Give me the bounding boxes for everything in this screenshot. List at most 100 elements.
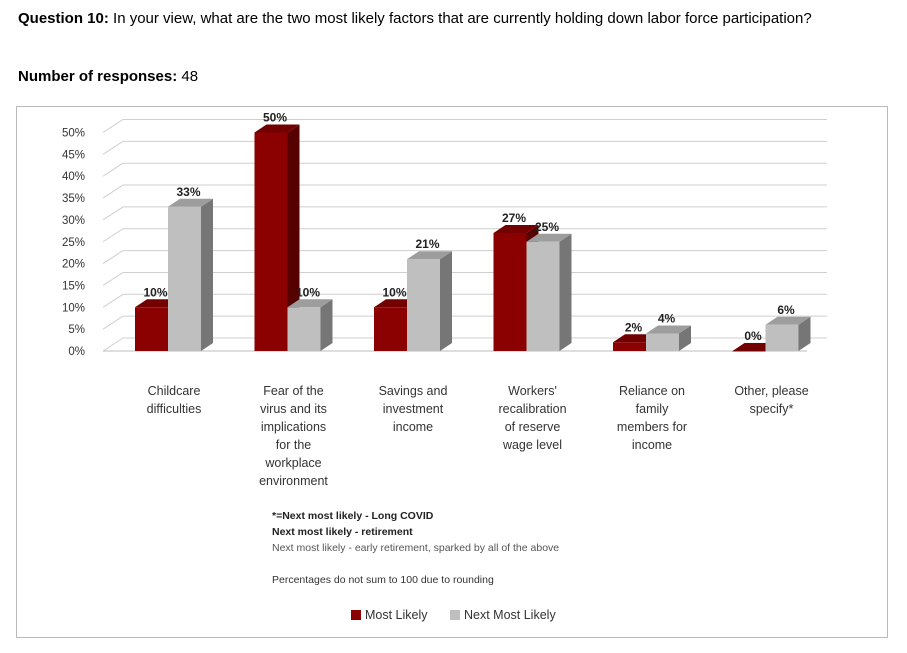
next-most-likely-bar (646, 333, 679, 351)
category-label: investment (383, 402, 444, 416)
category-label: Reliance on (619, 384, 685, 398)
footnote: Percentages do not sum to 100 due to rou… (272, 574, 494, 586)
next-most-likely-bar (526, 241, 560, 351)
next-most-likely-bar (407, 259, 440, 351)
gridline-diagonal (102, 337, 124, 352)
bars (135, 124, 811, 352)
category-label: income (393, 420, 433, 434)
most-likely-bar (732, 351, 766, 352)
gridline-diagonal (102, 250, 124, 265)
chart-frame: 0% 5% 10% 15% 20% 25% 30% 35% 40% 45% 50% 10% 33% 50… (16, 106, 888, 638)
footnote: Next most likely - early retirement, spa… (272, 542, 559, 554)
category-label: wage level (502, 438, 562, 452)
next-most-likely-data-label: 4% (658, 312, 676, 326)
next-most-likely-bar-top (168, 198, 213, 207)
most-likely-data-label: 2% (625, 320, 643, 334)
footnote: *=Next most likely - Long COVID (272, 510, 434, 522)
question-body: In your view, what are the two most like… (108, 10, 812, 27)
most-likely-data-label: 0% (744, 329, 762, 343)
category-label: Savings and (379, 384, 448, 398)
y-axis: 0% 5% 10% 15% 20% 25% 30% 35% 40% 45% 50% (62, 128, 85, 359)
next-most-likely-bar-side (201, 198, 213, 351)
next-most-likely-bar-top (526, 233, 572, 242)
most-likely-bar (135, 307, 168, 351)
category-label: environment (259, 474, 328, 488)
next-most-likely-data-label: 6% (777, 303, 795, 317)
y-tick-label: 5% (68, 324, 85, 336)
question-label: Question 10: (18, 10, 109, 27)
y-tick-label: 15% (62, 280, 85, 292)
gridline-diagonal (102, 140, 124, 155)
next-most-likely-bar-side (559, 233, 572, 351)
gridline-diagonal (102, 184, 124, 199)
category-label: Fear of the (263, 384, 323, 398)
responses-value: 48 (177, 68, 199, 85)
data-labels: 10% 33% 50% 10% 10% 21% 27% 25% 2% 4% 0% 6% (143, 111, 795, 344)
category-label: of reserve (505, 420, 561, 434)
category-label: Other, please (734, 384, 808, 398)
category-label: difficulties (147, 402, 202, 416)
question-text: Question 10: In your view, what are the … (18, 8, 878, 29)
category-label: family (636, 402, 669, 416)
next-most-likely-bar (168, 206, 201, 351)
next-most-likely-data-label: 33% (176, 185, 200, 199)
y-tick-label: 0% (68, 346, 85, 358)
most-likely-bar (374, 307, 407, 351)
most-likely-bar (613, 342, 646, 351)
most-likely-bar-top (493, 225, 539, 234)
legend-label: Next Most Likely (464, 608, 556, 622)
y-tick-label: 20% (62, 259, 85, 271)
bar-chart: 0% 5% 10% 15% 20% 25% 30% 35% 40% 45% 50% 10% 33% 50… (62, 111, 827, 622)
next-most-likely-data-label: 21% (415, 237, 439, 251)
category-label: implications (261, 420, 326, 434)
legend-swatch (450, 610, 460, 620)
gridline-diagonal (102, 228, 124, 243)
next-most-likely-bar (765, 324, 799, 351)
gridlines (102, 119, 827, 352)
footnotes: *=Next most likely - Long COVID Next most… (272, 510, 559, 586)
category-label: workplace (264, 456, 321, 470)
category-label: virus and its (260, 402, 327, 416)
legend-swatch (351, 610, 361, 620)
next-most-likely-bar-top (646, 325, 691, 334)
category-label: recalibration (498, 402, 566, 416)
next-most-likely-data-label: 10% (296, 285, 320, 299)
responses-count: Number of responses: 48 (18, 68, 198, 85)
most-likely-bar (254, 132, 288, 351)
responses-label: Number of responses: (18, 68, 178, 85)
most-likely-bar-side (287, 124, 300, 351)
most-likely-bar (493, 233, 527, 351)
y-tick-label: 25% (62, 237, 85, 249)
next-most-likely-data-label: 25% (535, 220, 559, 234)
gridline-diagonal (102, 272, 124, 286)
category-label: income (632, 438, 672, 452)
legend-label: Most Likely (365, 608, 428, 622)
legend: Most Likely Next Most Likely (351, 608, 556, 622)
gridline-diagonal (102, 162, 124, 177)
gridline-diagonal (102, 206, 124, 221)
category-label: Childcare (148, 384, 201, 398)
y-tick-label: 30% (62, 215, 85, 227)
most-likely-data-label: 27% (502, 211, 526, 225)
y-tick-label: 35% (62, 193, 85, 205)
gridline-diagonal (102, 119, 124, 133)
next-most-likely-bar-top (407, 251, 452, 260)
category-label: Workers' (508, 384, 557, 398)
y-tick-label: 10% (62, 302, 85, 314)
most-likely-data-label: 10% (143, 285, 167, 299)
y-tick-label: 45% (62, 149, 85, 161)
footnote: Next most likely - retirement (272, 526, 413, 538)
most-likely-data-label: 10% (382, 285, 406, 299)
most-likely-data-label: 50% (263, 111, 287, 125)
y-tick-label: 40% (62, 171, 85, 183)
category-label: for the (276, 438, 311, 452)
y-tick-label: 50% (62, 128, 85, 140)
next-most-likely-bar-top (765, 316, 811, 325)
next-most-likely-bar-top (287, 299, 333, 308)
next-most-likely-bar-side (679, 325, 691, 351)
gridline-diagonal (102, 315, 124, 330)
category-label: specify* (750, 402, 794, 416)
next-most-likely-bar (287, 307, 321, 351)
category-label: members for (617, 420, 687, 434)
next-most-likely-bar-side (320, 299, 333, 351)
